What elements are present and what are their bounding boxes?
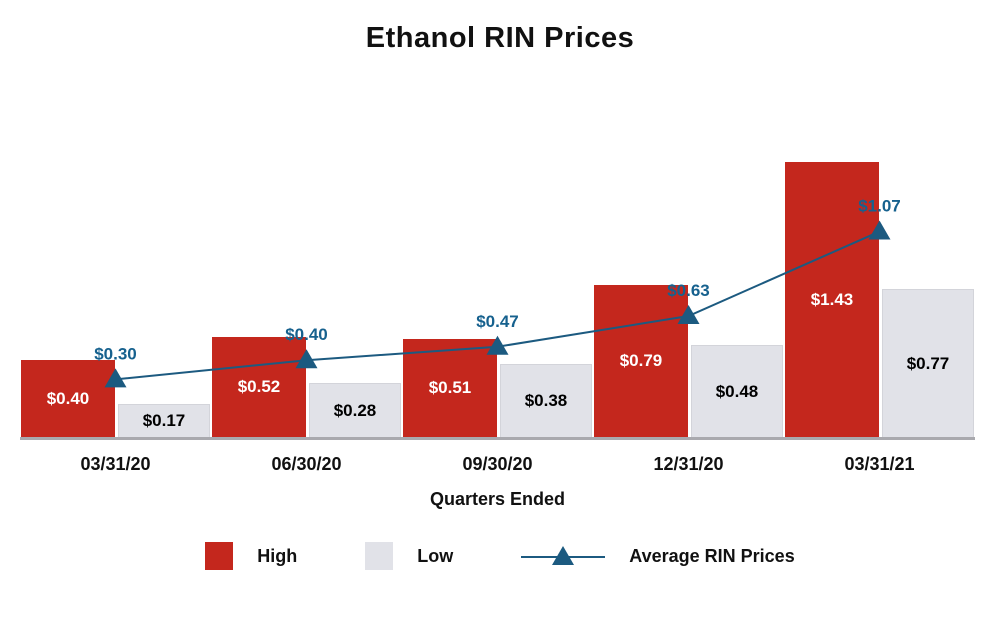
legend-label-low: Low: [417, 545, 454, 566]
bar-low: $0.38: [500, 364, 592, 437]
ethanol-rin-chart: Ethanol RIN Prices $0.30 $0.40 $0.47 $0.63 $…: [0, 22, 1000, 570]
bar-value-label: $0.40: [46, 388, 90, 408]
bar-value-label: $0.28: [333, 400, 377, 420]
chart-title: Ethanol RIN Prices: [365, 22, 635, 54]
bar-high: $0.51: [403, 339, 497, 437]
category-label: 09/30/20: [462, 454, 533, 474]
legend-item-high: High: [205, 542, 297, 570]
bar-group: $0.40 $0.17: [20, 70, 211, 437]
legend-average-line-icon: [521, 546, 606, 565]
bar-value-label: $0.17: [142, 411, 186, 430]
bar-group: $0.79 $0.48: [593, 70, 784, 437]
bar-low: $0.28: [309, 383, 401, 437]
bar-high: $1.43: [785, 162, 879, 437]
x-axis-title: Quarters Ended: [429, 489, 566, 509]
bar-low: $0.17: [118, 404, 210, 437]
legend-item-low: Low: [365, 542, 453, 570]
category-label: 03/31/20: [80, 454, 151, 474]
plot-wrap: $0.30 $0.40 $0.47 $0.63 $1.07 $0.40 $0.17 $0.5…: [20, 70, 975, 510]
bar-value-label: $1.43: [810, 289, 854, 309]
plot-area: $0.30 $0.40 $0.47 $0.63 $1.07 $0.40 $0.17 $0.5…: [20, 70, 975, 437]
legend-average-marker: [552, 546, 575, 565]
legend-swatch-low: [365, 542, 394, 570]
legend-swatch-high: [205, 542, 234, 570]
bar-value-label: $0.48: [715, 381, 759, 401]
bar-high: $0.40: [21, 360, 115, 437]
bar-group: $0.52 $0.28: [211, 70, 402, 437]
legend: High Low Average RIN Prices: [0, 542, 1000, 570]
bar-low: $0.77: [882, 289, 974, 437]
bar-high: $0.79: [594, 285, 688, 437]
bar-group: $0.51 $0.38: [402, 70, 593, 437]
bar-value-label: $0.38: [524, 391, 568, 410]
bar-value-label: $0.51: [428, 378, 472, 397]
bar-high: $0.52: [212, 337, 306, 437]
x-axis-line: [20, 437, 975, 440]
legend-item-average: Average RIN Prices: [521, 542, 795, 570]
legend-label-average: Average RIN Prices: [629, 545, 795, 566]
category-label: 12/31/20: [653, 454, 724, 474]
category-label: 06/30/20: [271, 454, 342, 474]
legend-label-high: High: [257, 545, 298, 566]
bar-group: $1.43 $0.77: [784, 70, 975, 437]
bar-value-label: $0.52: [237, 377, 281, 396]
bar-value-label: $0.77: [906, 353, 950, 373]
bar-value-label: $0.79: [619, 351, 663, 370]
category-label: 03/31/21: [844, 454, 915, 474]
bar-low: $0.48: [691, 345, 783, 437]
x-axis-labels: 03/31/20 06/30/20 09/30/20 12/31/20 03/31/21: [20, 440, 975, 475]
